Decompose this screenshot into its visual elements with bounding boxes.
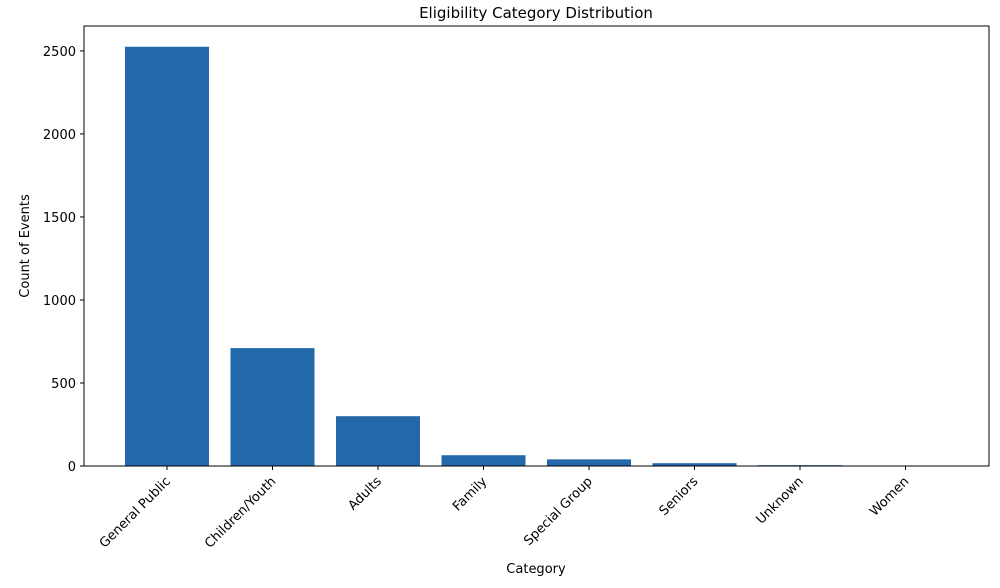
y-tick-label: 2500 <box>43 45 76 60</box>
x-axis: General Public Children/Youth Adults Family… <box>97 466 912 551</box>
x-tick-label: Unknown <box>754 474 807 527</box>
x-tick-label: Women <box>867 474 912 519</box>
y-tick-label: 0 <box>68 460 76 475</box>
y-tick-label: 2000 <box>43 128 76 143</box>
bar-family <box>441 455 526 466</box>
y-axis: 0 500 1000 1500 2000 2500 <box>43 45 84 475</box>
chart-title: Eligibility Category Distribution <box>419 4 653 22</box>
x-tick-label: Family <box>450 474 490 514</box>
y-tick-label: 500 <box>51 377 76 392</box>
x-tick-label: Children/Youth <box>202 474 279 551</box>
x-tick-label: Seniors <box>657 474 702 519</box>
bar-seniors <box>652 463 737 466</box>
bar-children-youth <box>230 348 315 466</box>
x-tick-label: General Public <box>97 474 174 551</box>
bar-adults <box>336 416 420 466</box>
x-axis-label: Category <box>506 562 566 577</box>
y-axis-label: Count of Events <box>18 194 33 298</box>
bars-group <box>125 46 948 466</box>
bar-special-group <box>547 459 631 466</box>
y-tick-label: 1500 <box>43 211 76 226</box>
x-tick-label: Special Group <box>521 474 596 549</box>
plot-frame <box>83 25 990 467</box>
x-tick-label: Adults <box>345 474 385 514</box>
y-tick-label: 1000 <box>43 294 76 309</box>
bar-general-public <box>125 46 209 466</box>
